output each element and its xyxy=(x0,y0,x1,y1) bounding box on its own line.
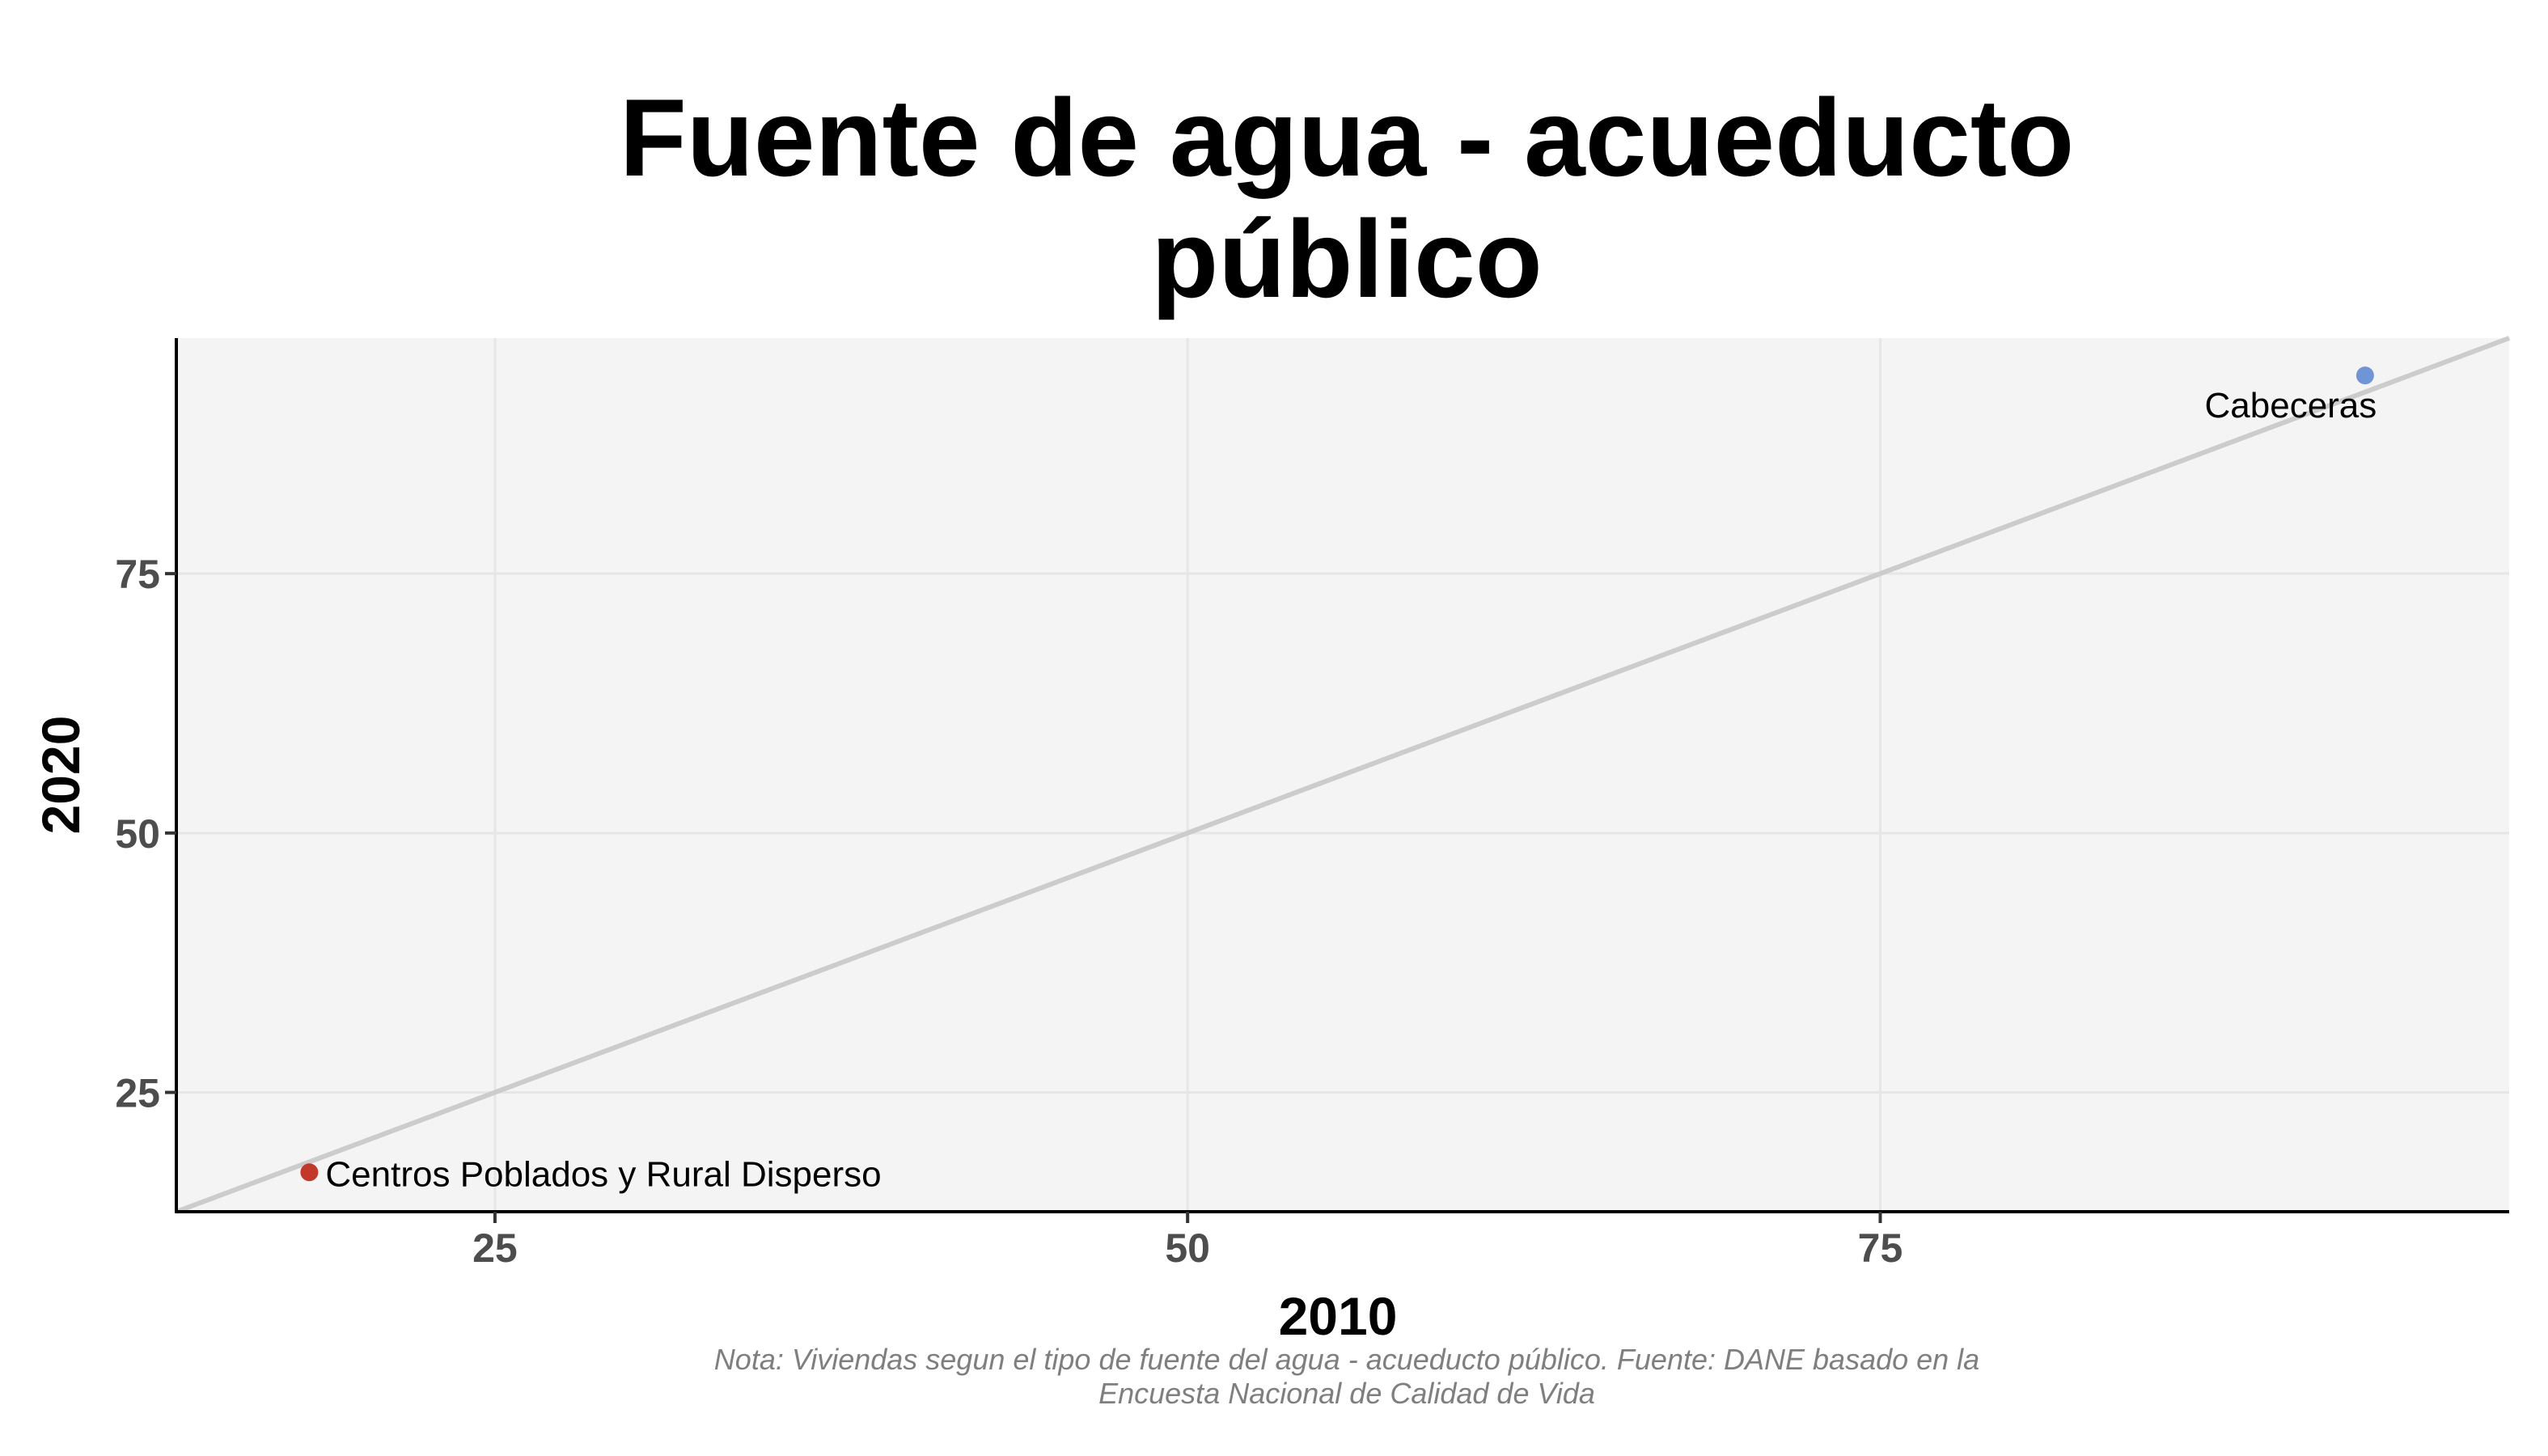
data-points: Centros Poblados y Rural Disperso Cabecer… xyxy=(300,366,2377,1194)
x-tick-label-25: 25 xyxy=(472,1225,518,1271)
data-label-2: Cabeceras xyxy=(2205,386,2377,425)
chart-title: Fuente de agua - acueducto público xyxy=(619,76,2075,320)
y-axis-title: 2020 xyxy=(31,716,91,835)
grid-lines xyxy=(176,338,2509,1212)
x-tick-label-50: 50 xyxy=(1165,1225,1210,1271)
y-tick-label-50: 50 xyxy=(115,811,160,857)
x-tick-label-75: 75 xyxy=(1858,1225,1903,1271)
y-tick-label-75: 75 xyxy=(115,552,160,597)
data-point-1 xyxy=(300,1163,319,1182)
data-point-2 xyxy=(2355,366,2374,385)
reference-line-y-equals-x xyxy=(175,336,2511,1214)
axes xyxy=(175,338,2509,1213)
chart-caption: Nota: Viviendas segun el tipo de fuente … xyxy=(713,1343,1980,1410)
tick-labels: 25 50 75 25 50 75 xyxy=(115,552,1903,1271)
y-tick-label-25: 25 xyxy=(115,1070,160,1115)
data-label-1: Centros Poblados y Rural Disperso xyxy=(325,1154,881,1194)
x-axis-title: 2010 xyxy=(1279,1286,1398,1346)
